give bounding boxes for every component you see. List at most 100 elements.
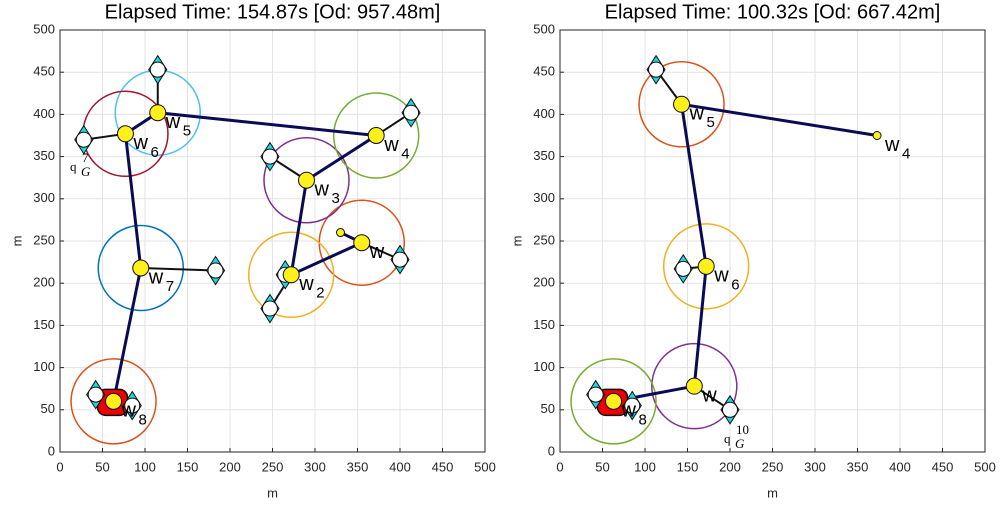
y-tick-label: 450 xyxy=(33,64,55,79)
x-tick-label: 300 xyxy=(304,459,326,474)
sensor-node xyxy=(261,148,278,165)
waypoint xyxy=(116,125,134,143)
waypoint xyxy=(872,131,882,140)
waypoint-label: w xyxy=(713,265,729,287)
x-tick-label: 500 xyxy=(474,459,496,474)
coverage-circle xyxy=(247,231,335,319)
sensor-node xyxy=(722,401,738,418)
waypoint-label: w xyxy=(621,400,637,422)
sensor-node xyxy=(403,104,420,121)
waypoint-label: w xyxy=(148,266,164,288)
y-tick-label: 500 xyxy=(33,21,55,36)
waypoint xyxy=(697,257,715,275)
chart-title: Elapsed Time: 100.32s [Od: 667.42m] xyxy=(605,1,941,23)
sensor-node xyxy=(392,251,408,268)
y-tick-label: 350 xyxy=(533,148,555,163)
x-tick-label: 100 xyxy=(134,459,156,474)
waypoint xyxy=(298,171,315,189)
annotation-sup: 7 xyxy=(82,150,89,165)
waypoint-label: w xyxy=(298,273,314,295)
y-tick-label: 200 xyxy=(533,275,555,290)
coverage-circle xyxy=(97,224,184,312)
y-tick-label: 300 xyxy=(33,190,55,205)
y-tick-label: 100 xyxy=(33,359,55,374)
waypoint-subscript: 2 xyxy=(316,285,324,302)
sensor-link xyxy=(140,267,216,272)
waypoint-subscript: 7 xyxy=(166,278,174,295)
x-tick-label: 350 xyxy=(847,459,869,474)
waypoint-label: w xyxy=(701,384,717,406)
y-axis-label: m xyxy=(509,236,524,247)
y-tick-label: 250 xyxy=(33,232,55,247)
waypoint xyxy=(353,234,371,252)
y-axis-label: m xyxy=(9,236,24,247)
axes-box xyxy=(559,29,986,453)
coverage-circle xyxy=(570,358,657,445)
x-tick-label: 150 xyxy=(677,459,699,474)
y-tick-label: 400 xyxy=(33,106,55,121)
sensor-node xyxy=(124,397,141,414)
sensor-node xyxy=(87,386,104,403)
x-tick-label: 350 xyxy=(347,459,369,474)
y-tick-label: 200 xyxy=(33,275,55,290)
x-tick-label: 150 xyxy=(177,459,199,474)
chart-title: Elapsed Time: 154.87s [Od: 957.48m] xyxy=(105,1,441,23)
annotation-sub: G xyxy=(81,164,91,179)
waypoint xyxy=(149,104,167,122)
y-tick-label: 250 xyxy=(533,232,555,247)
coverage-circle xyxy=(70,358,157,445)
x-tick-label: 400 xyxy=(389,459,411,474)
waypoint xyxy=(282,266,300,284)
waypoint-label: w xyxy=(369,241,385,263)
y-tick-label: 300 xyxy=(533,190,555,205)
waypoint-subscript: 4 xyxy=(902,145,910,162)
y-tick-label: 0 xyxy=(548,443,555,458)
coverage-circle xyxy=(651,342,738,430)
x-axis-label: m xyxy=(267,485,278,500)
waypoint xyxy=(132,259,150,277)
waypoint-subscript: 6 xyxy=(731,276,739,293)
sensor-node xyxy=(149,61,166,78)
annotation-sub: G xyxy=(735,436,745,451)
y-tick-label: 100 xyxy=(533,359,555,374)
x-tick-label: 100 xyxy=(634,459,656,474)
y-tick-label: 50 xyxy=(541,401,555,416)
x-tick-label: 200 xyxy=(219,459,241,474)
sensor-node xyxy=(587,386,604,403)
waypoint xyxy=(685,377,703,395)
route-path xyxy=(613,102,878,403)
x-tick-label: 50 xyxy=(595,459,609,474)
waypoint-label: w xyxy=(121,400,137,422)
y-tick-label: 350 xyxy=(33,148,55,163)
x-tick-label: 0 xyxy=(56,459,63,474)
waypoint-label: w xyxy=(383,134,399,156)
x-tick-label: 0 xyxy=(556,459,563,474)
waypoint xyxy=(605,392,623,410)
x-tick-label: 250 xyxy=(262,459,284,474)
waypoint-subscript: 5 xyxy=(183,123,191,140)
coverage-circle xyxy=(332,92,420,179)
waypoint-label: w xyxy=(689,103,705,125)
sensor-node xyxy=(261,300,278,317)
x-tick-label: 200 xyxy=(719,459,741,474)
x-tick-label: 250 xyxy=(762,459,784,474)
waypoint xyxy=(336,228,345,238)
sensor-node xyxy=(207,262,224,279)
x-tick-label: 300 xyxy=(804,459,826,474)
x-tick-label: 500 xyxy=(974,459,996,474)
waypoint-label: w xyxy=(314,179,330,201)
waypoint-label: w xyxy=(884,134,900,156)
sensor-node xyxy=(75,131,92,148)
y-tick-label: 0 xyxy=(48,443,55,458)
axes-box xyxy=(59,29,486,453)
waypoint-subscript: 8 xyxy=(139,411,147,428)
sensor-node xyxy=(624,397,641,414)
y-tick-label: 450 xyxy=(533,64,555,79)
waypoint-subscript: 5 xyxy=(707,114,715,131)
y-tick-label: 400 xyxy=(533,106,555,121)
y-tick-label: 50 xyxy=(41,401,55,416)
annotation: q xyxy=(724,431,731,446)
x-tick-label: 400 xyxy=(889,459,911,474)
coverage-circle xyxy=(263,136,350,224)
